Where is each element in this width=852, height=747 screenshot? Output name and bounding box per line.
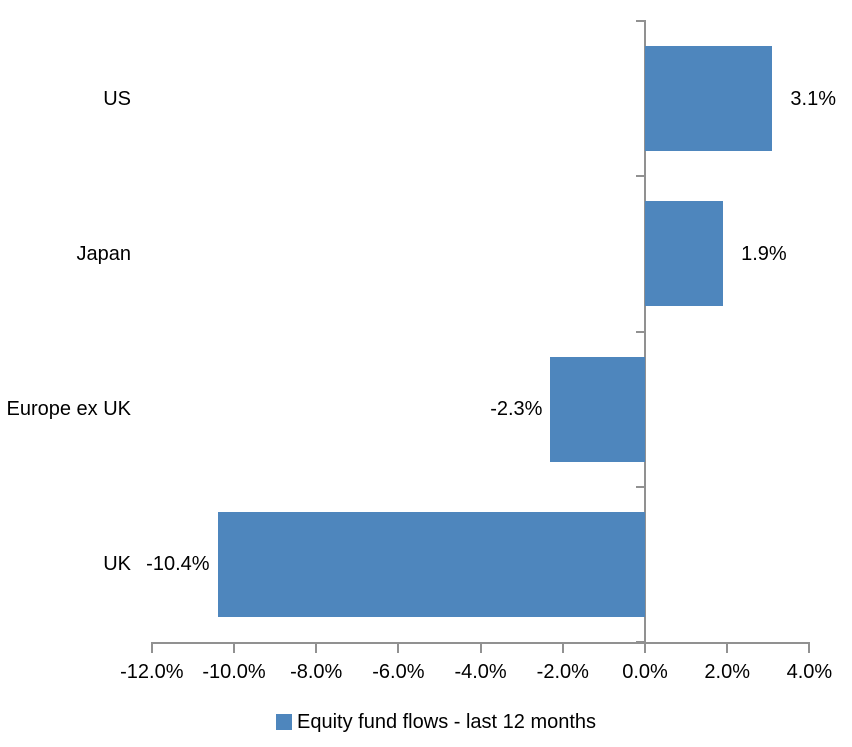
value-axis-tick-label: -6.0%	[372, 661, 425, 683]
value-axis-tick	[561, 642, 564, 653]
data-label: -2.3%	[490, 398, 543, 421]
value-axis-tick	[808, 642, 811, 653]
category-axis-line	[644, 20, 646, 653]
value-axis-tick-label: -12.0%	[120, 661, 184, 683]
category-label: Europe ex UK	[6, 398, 131, 421]
category-tick	[636, 20, 644, 22]
value-axis-tick	[479, 642, 482, 653]
bar-us	[645, 46, 773, 152]
value-axis-tick-label: -10.0%	[202, 661, 266, 683]
value-axis-tick	[726, 642, 729, 653]
category-label: US	[103, 87, 131, 110]
value-axis-tick-label: 0.0%	[622, 661, 668, 683]
bar-europe-ex-uk	[550, 356, 645, 462]
value-axis-tick	[150, 642, 153, 653]
category-label: Japan	[76, 242, 132, 265]
category-tick	[636, 175, 644, 178]
category-tick	[636, 485, 644, 488]
category-label: UK	[103, 553, 131, 576]
data-label: 3.1%	[790, 87, 836, 110]
value-axis-tick	[397, 642, 400, 653]
value-axis-tick	[644, 642, 646, 653]
bar-japan	[645, 201, 724, 307]
data-label: 1.9%	[741, 242, 787, 265]
category-tick	[636, 330, 644, 333]
value-axis-tick	[233, 642, 235, 653]
data-label: -10.4%	[146, 553, 210, 576]
legend-swatch	[276, 714, 292, 730]
value-axis-tick-label: 2.0%	[704, 661, 750, 683]
value-axis-tick-label: 4.0%	[786, 661, 833, 683]
value-axis-tick	[315, 642, 318, 653]
legend-label: Equity fund flows - last 12 months	[297, 711, 597, 733]
value-axis-tick-label: -8.0%	[290, 661, 343, 683]
value-axis-tick-label: -4.0%	[454, 661, 507, 683]
value-axis-tick-label: -2.0%	[536, 661, 589, 683]
bar-uk	[217, 511, 645, 617]
legend: Equity fund flows - last 12 months	[276, 710, 596, 734]
